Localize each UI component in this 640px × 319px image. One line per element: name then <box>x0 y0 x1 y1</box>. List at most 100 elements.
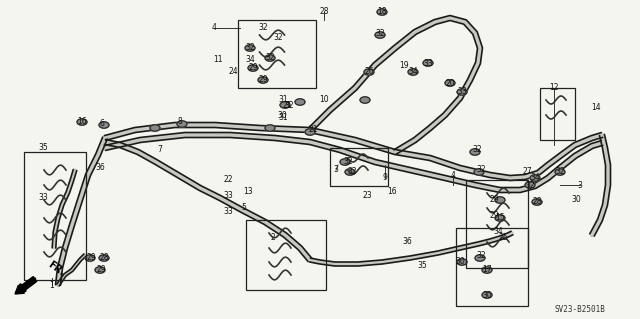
Ellipse shape <box>265 125 275 131</box>
Text: 32: 32 <box>476 250 486 259</box>
Text: 35: 35 <box>417 261 427 270</box>
Text: 34: 34 <box>245 56 255 64</box>
Ellipse shape <box>530 175 540 181</box>
Text: 9: 9 <box>383 174 387 182</box>
Text: 33: 33 <box>223 190 233 199</box>
Bar <box>24 152 86 280</box>
Text: 29: 29 <box>489 211 499 219</box>
Ellipse shape <box>150 125 160 131</box>
Text: 32: 32 <box>472 145 482 154</box>
Text: 32: 32 <box>284 100 294 109</box>
Ellipse shape <box>280 102 290 108</box>
Ellipse shape <box>295 99 305 105</box>
Ellipse shape <box>377 9 387 15</box>
Ellipse shape <box>99 255 109 261</box>
Text: 33: 33 <box>423 58 433 68</box>
Text: 25: 25 <box>498 234 508 242</box>
Text: 6: 6 <box>100 118 104 128</box>
Text: 32: 32 <box>245 43 255 53</box>
Text: 32: 32 <box>525 181 535 189</box>
Text: 28: 28 <box>319 8 329 17</box>
Text: 29: 29 <box>86 254 96 263</box>
Text: 32: 32 <box>476 166 486 174</box>
Text: 21: 21 <box>282 100 292 109</box>
Text: 32: 32 <box>273 33 283 42</box>
Text: 4: 4 <box>212 24 216 33</box>
Text: 32: 32 <box>375 28 385 38</box>
Text: 33: 33 <box>38 194 48 203</box>
Text: 33: 33 <box>223 207 233 217</box>
Text: 10: 10 <box>319 95 329 105</box>
Ellipse shape <box>77 119 87 125</box>
Ellipse shape <box>248 65 258 71</box>
Ellipse shape <box>457 259 467 265</box>
Text: 29: 29 <box>248 63 258 72</box>
Ellipse shape <box>482 292 492 298</box>
Text: 32: 32 <box>343 158 353 167</box>
Ellipse shape <box>457 89 467 95</box>
Ellipse shape <box>532 199 542 205</box>
Bar <box>466 180 528 268</box>
Bar <box>540 88 575 140</box>
Bar <box>456 228 528 306</box>
Text: 8: 8 <box>178 117 182 127</box>
Text: 3: 3 <box>577 181 582 189</box>
Text: 29: 29 <box>489 196 499 204</box>
Ellipse shape <box>305 129 315 135</box>
Text: 22: 22 <box>223 175 233 184</box>
Ellipse shape <box>177 121 187 127</box>
Bar <box>246 220 326 290</box>
Text: 23: 23 <box>362 190 372 199</box>
Text: 32: 32 <box>258 24 268 33</box>
Text: 34: 34 <box>493 227 503 236</box>
Text: 16: 16 <box>77 117 87 127</box>
Text: 30: 30 <box>277 110 287 120</box>
Text: SV23-B2501B: SV23-B2501B <box>555 305 605 314</box>
Text: 36: 36 <box>95 164 105 173</box>
Ellipse shape <box>95 267 105 273</box>
Text: 24: 24 <box>228 68 238 77</box>
Text: 28: 28 <box>532 197 541 206</box>
Text: 30: 30 <box>482 291 492 300</box>
Ellipse shape <box>474 169 484 175</box>
Ellipse shape <box>85 255 95 261</box>
Text: 28: 28 <box>99 254 109 263</box>
Text: 4: 4 <box>451 170 456 180</box>
Bar <box>330 148 388 186</box>
Ellipse shape <box>340 159 350 165</box>
Text: 2: 2 <box>271 234 275 242</box>
Text: 20: 20 <box>445 78 455 87</box>
Text: 29: 29 <box>96 265 106 275</box>
Text: 26: 26 <box>364 68 374 77</box>
Ellipse shape <box>265 55 275 61</box>
Text: 14: 14 <box>591 103 601 113</box>
Ellipse shape <box>525 182 535 188</box>
Ellipse shape <box>495 197 505 203</box>
Ellipse shape <box>364 69 374 75</box>
Text: 12: 12 <box>549 84 559 93</box>
Ellipse shape <box>495 215 505 221</box>
Text: 32: 32 <box>265 54 275 63</box>
Ellipse shape <box>445 80 455 86</box>
Text: 30: 30 <box>571 196 581 204</box>
Text: FR.: FR. <box>46 259 67 278</box>
Ellipse shape <box>475 255 485 261</box>
Ellipse shape <box>99 122 109 128</box>
Text: 36: 36 <box>402 238 412 247</box>
Ellipse shape <box>408 69 418 75</box>
Text: 32: 32 <box>347 167 357 176</box>
Ellipse shape <box>375 32 385 38</box>
Ellipse shape <box>555 169 565 175</box>
Ellipse shape <box>360 97 370 103</box>
Text: 11: 11 <box>213 56 223 64</box>
Text: 3: 3 <box>333 166 339 174</box>
Text: 21: 21 <box>308 125 317 135</box>
Text: 29: 29 <box>258 76 268 85</box>
Text: 27: 27 <box>522 167 532 176</box>
Text: 5: 5 <box>241 204 246 212</box>
Text: 30: 30 <box>455 257 465 266</box>
Text: 33: 33 <box>457 87 467 97</box>
Text: 15: 15 <box>495 213 505 222</box>
Text: 16: 16 <box>387 188 397 197</box>
Ellipse shape <box>258 77 268 83</box>
